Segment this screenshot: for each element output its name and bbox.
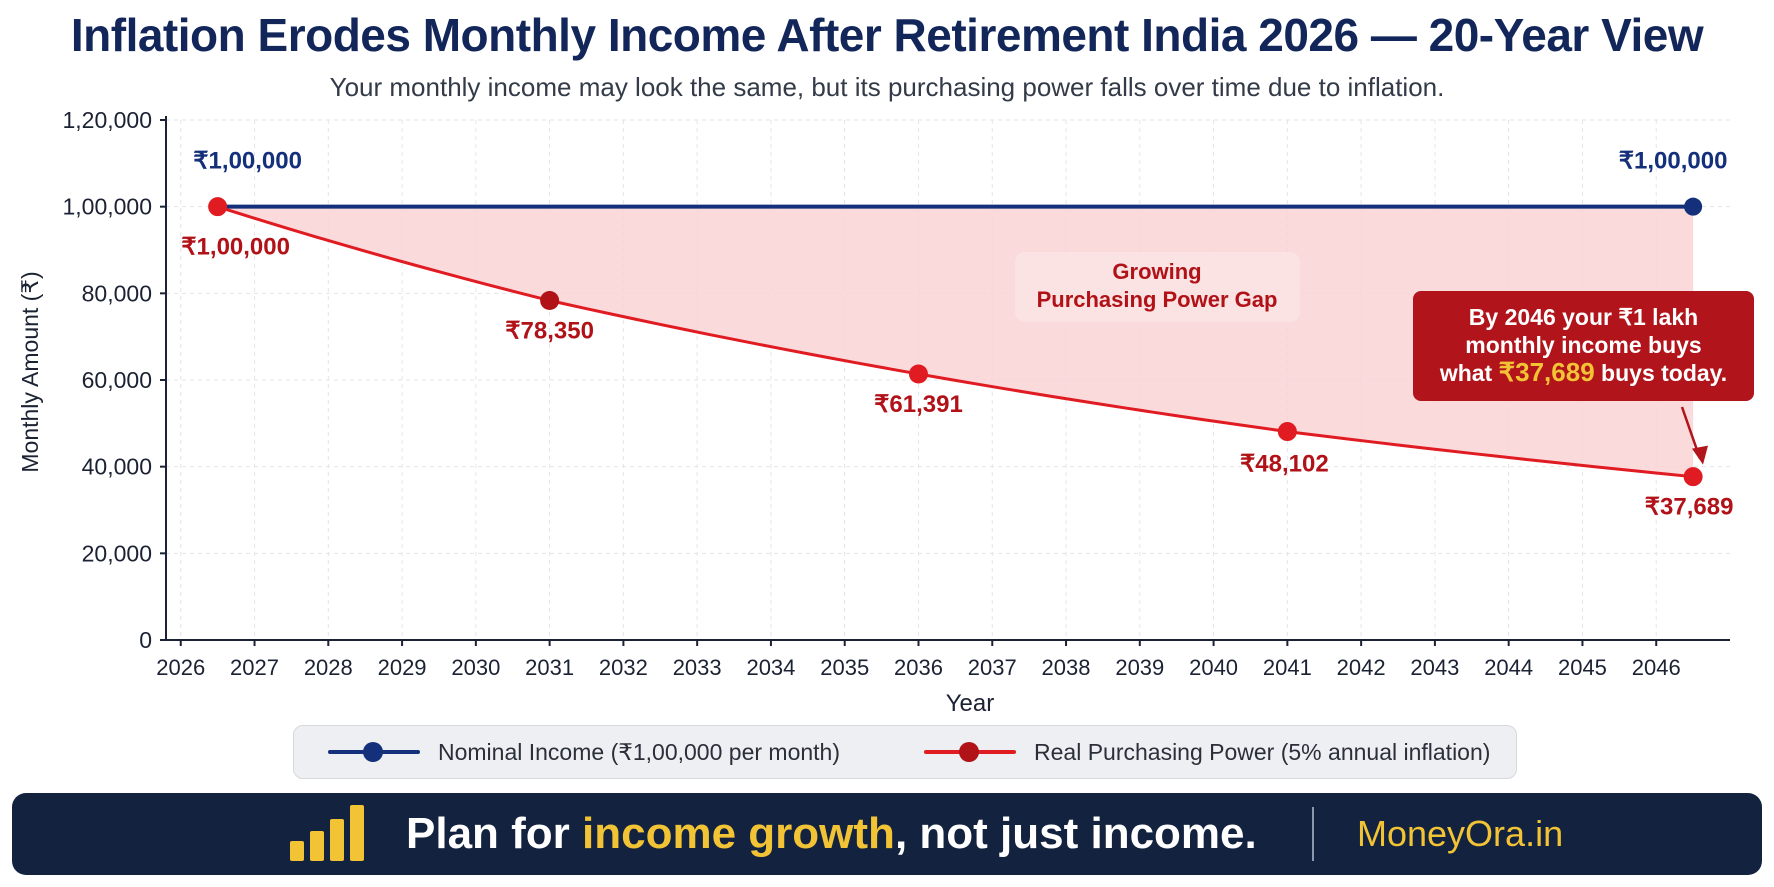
callout-highlight-value: ₹37,689 bbox=[1499, 357, 1595, 387]
legend-swatch-real bbox=[924, 742, 1016, 762]
footer-brand[interactable]: MoneyOra.in bbox=[1357, 813, 1564, 854]
gap-label-box bbox=[1015, 252, 1300, 322]
data-labels: ₹1,00,000 ₹1,00,000 ₹1,00,000 ₹78,350 ₹61,39… bbox=[181, 148, 1733, 521]
x-tick-label: 2040 bbox=[1189, 655, 1238, 680]
real-2036-label: ₹61,391 bbox=[874, 391, 963, 418]
gap-fill bbox=[217, 206, 1694, 477]
gap-label-line1: Growing bbox=[1112, 259, 1201, 284]
purchasing-power-gap-area bbox=[217, 206, 1694, 477]
nominal-start-label: ₹1,00,000 bbox=[193, 148, 302, 175]
gap-label-line2: Purchasing Power Gap bbox=[1037, 287, 1278, 312]
callout-box bbox=[1413, 291, 1754, 401]
x-tick-label: 2046 bbox=[1632, 655, 1681, 680]
x-tick-label: 2039 bbox=[1115, 655, 1164, 680]
real-2046-label: ₹37,689 bbox=[1645, 494, 1734, 521]
legend-label-nominal: Nominal Income (₹1,00,000 per month) bbox=[438, 738, 840, 765]
real-2041-label: ₹48,102 bbox=[1240, 451, 1329, 478]
y-tick-label: 20,000 bbox=[82, 540, 152, 566]
callout-line2: monthly income buys bbox=[1465, 332, 1701, 358]
real-point bbox=[540, 290, 560, 310]
real-purchasing-power-line bbox=[217, 205, 1694, 479]
x-tick-label: 2038 bbox=[1042, 655, 1091, 680]
axes: 0 20,000 40,000 60,000 80,000 1,00,000 1,20,00… bbox=[17, 107, 1730, 717]
callout-line1: By 2046 your ₹1 lakh bbox=[1469, 304, 1698, 330]
nominal-point bbox=[1684, 197, 1703, 216]
x-tick-label: 2043 bbox=[1410, 655, 1459, 680]
x-tick-label: 2028 bbox=[304, 655, 353, 680]
footer-banner: Plan for income growth, not just income.… bbox=[12, 793, 1762, 875]
footer-highlight: income growth bbox=[582, 809, 895, 858]
x-tick-label: 2032 bbox=[599, 655, 648, 680]
legend: Nominal Income (₹1,00,000 per month) Rea… bbox=[293, 725, 1517, 779]
line-chart: 0 20,000 40,000 60,000 80,000 1,00,000 1,20,00… bbox=[17, 107, 1754, 717]
x-tick-label: 2026 bbox=[156, 655, 205, 680]
x-tick-label: 2041 bbox=[1263, 655, 1312, 680]
x-tick-label: 2042 bbox=[1337, 655, 1386, 680]
real-point bbox=[208, 197, 228, 217]
real-point bbox=[1277, 422, 1297, 442]
x-tick-label: 2037 bbox=[968, 655, 1017, 680]
x-tick-label: 2035 bbox=[820, 655, 869, 680]
x-tick-label: 2045 bbox=[1558, 655, 1607, 680]
real-point bbox=[908, 364, 928, 384]
x-tick-label: 2029 bbox=[378, 655, 427, 680]
y-tick-label: 60,000 bbox=[82, 367, 152, 393]
x-tick-label: 2034 bbox=[746, 655, 795, 680]
legend-label-real: Real Purchasing Power (5% annual inflati… bbox=[1034, 738, 1491, 765]
chart-title: Inflation Erodes Monthly Income After Re… bbox=[70, 9, 1704, 61]
real-point bbox=[1683, 467, 1703, 487]
y-tick-label: 1,00,000 bbox=[62, 194, 152, 220]
y-tick-label: 0 bbox=[139, 627, 152, 653]
x-tick-label: 2044 bbox=[1484, 655, 1533, 680]
annotations: Growing Purchasing Power Gap By 2046 your … bbox=[1015, 252, 1754, 465]
x-tick-label: 2033 bbox=[673, 655, 722, 680]
legend-swatch-nominal bbox=[328, 742, 420, 762]
x-tick-label: 2036 bbox=[894, 655, 943, 680]
series-lines bbox=[208, 197, 1703, 487]
callout-arrowhead bbox=[1692, 445, 1708, 465]
real-start-label: ₹1,00,000 bbox=[181, 234, 290, 261]
bar-chart-icon bbox=[290, 805, 380, 861]
x-axis-title: Year bbox=[946, 690, 995, 717]
nominal-end-label: ₹1,00,000 bbox=[1619, 148, 1728, 175]
y-tick-label: 1,20,000 bbox=[62, 107, 152, 133]
footer-divider bbox=[1312, 807, 1314, 861]
chart-subtitle: Your monthly income may look the same, b… bbox=[329, 72, 1445, 102]
y-tick-label: 40,000 bbox=[82, 454, 152, 480]
legend-item-real: Real Purchasing Power (5% annual inflati… bbox=[924, 726, 1490, 778]
y-tick-label: 80,000 bbox=[82, 280, 152, 306]
x-tick-label: 2030 bbox=[451, 655, 500, 680]
footer-tagline: Plan for income growth, not just income. bbox=[406, 809, 1257, 858]
legend-item-nominal: Nominal Income (₹1,00,000 per month) bbox=[328, 726, 840, 778]
x-tick-label: 2031 bbox=[525, 655, 574, 680]
real-2031-label: ₹78,350 bbox=[505, 317, 594, 344]
y-axis-title: Monthly Amount (₹) bbox=[17, 271, 43, 472]
x-tick-label: 2027 bbox=[230, 655, 279, 680]
callout-line3: what ₹37,689 buys today. bbox=[1439, 357, 1727, 387]
